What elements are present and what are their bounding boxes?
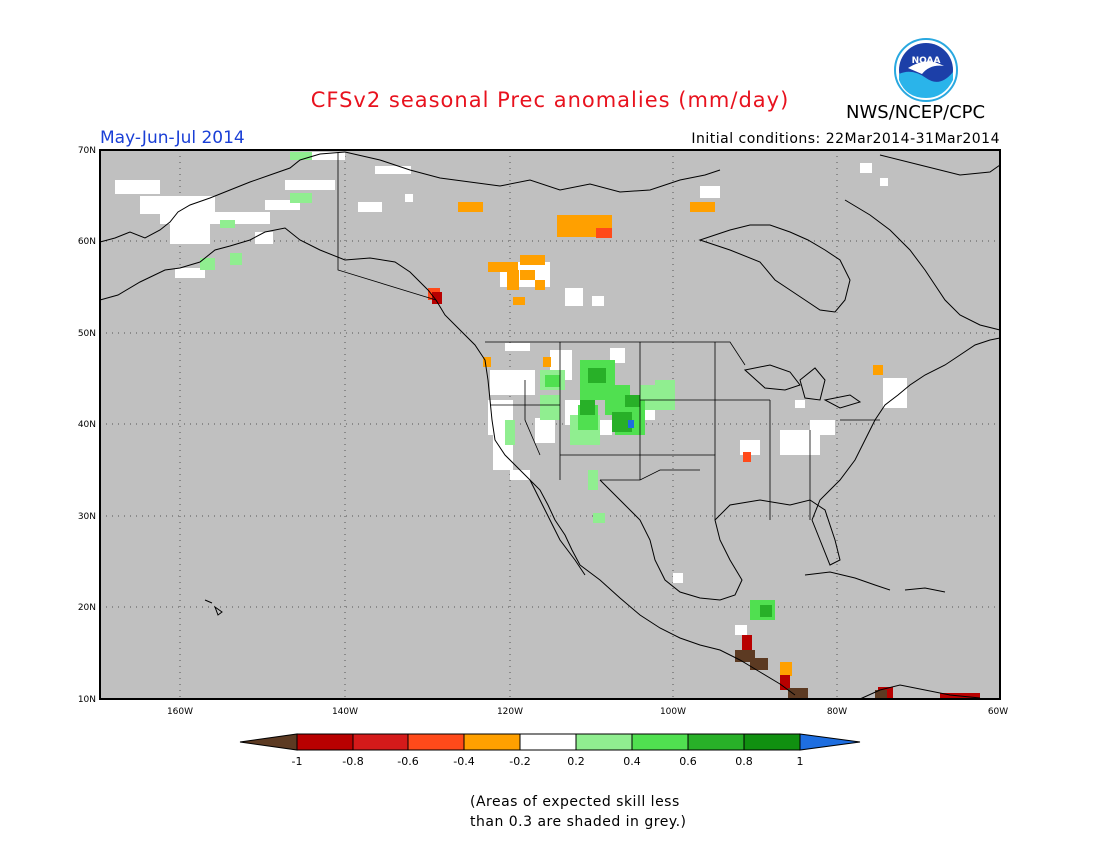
lat-label-20n: 20N <box>78 603 96 613</box>
colorbar-tick: -1 <box>292 755 303 768</box>
colorbar-tick: -0.4 <box>453 755 474 768</box>
brown-anomaly-cells <box>735 650 887 699</box>
lon-label-140w: 140W <box>332 707 358 717</box>
green-anomaly-cells <box>545 360 775 620</box>
colorbar-bin <box>687 733 745 751</box>
near-zero-anomaly-cells <box>115 152 907 635</box>
colorbar-bin <box>463 733 521 751</box>
red-orange-anomaly-cells <box>428 228 751 462</box>
colorbar-tick: 0.6 <box>679 755 697 768</box>
lon-label-100w: 100W <box>660 707 686 717</box>
map-frame <box>99 149 1001 700</box>
latitude-labels: 10N 20N 30N 40N 50N 60N 70N <box>78 146 96 705</box>
footnote-line: (Areas of expected skill less <box>470 794 680 810</box>
lat-label-50n: 50N <box>78 329 96 339</box>
initial-conditions: Initial conditions: 22Mar2014-31Mar2014 <box>691 131 1000 147</box>
forecast-period: May-Jun-Jul 2014 <box>100 128 245 148</box>
colorbar-tick: 1 <box>797 755 804 768</box>
lat-label-70n: 70N <box>78 146 96 156</box>
longitude-labels: 160W 140W 120W 100W 80W 60W <box>167 707 1008 717</box>
organization-label: NWS/NCEP/CPC <box>846 102 986 123</box>
lat-label-30n: 30N <box>78 512 96 522</box>
light-green-anomaly-cells <box>200 152 675 523</box>
colorbar-bin <box>352 733 409 751</box>
lon-label-120w: 120W <box>497 707 523 717</box>
colorbar-right-arrow <box>799 733 861 751</box>
lon-label-60w: 60W <box>988 707 1008 717</box>
lat-label-40n: 40N <box>78 420 96 430</box>
lat-label-60n: 60N <box>78 237 96 247</box>
noaa-logo: NOAA <box>894 38 958 102</box>
colorbar-bin <box>631 733 689 751</box>
map-background <box>100 150 1000 699</box>
orange-anomaly-cells <box>458 202 883 676</box>
colorbar-bin <box>519 733 577 751</box>
colorbar-tick: 0.2 <box>567 755 585 768</box>
lon-label-160w: 160W <box>167 707 193 717</box>
political-boundaries <box>337 152 880 520</box>
blue-anomaly-cell <box>628 420 634 428</box>
colorbar-tick: -0.2 <box>509 755 530 768</box>
colorbar-tick: -0.6 <box>397 755 418 768</box>
colorbar-bin <box>296 733 354 751</box>
lat-label-10n: 10N <box>78 695 96 705</box>
colorbar-ticks: -1 -0.8 -0.6 -0.4 -0.2 0.2 0.4 0.6 0.8 1 <box>292 755 804 768</box>
colorbar-bin <box>743 733 801 751</box>
colorbar-tick: 0.4 <box>623 755 641 768</box>
colorbar <box>239 733 861 751</box>
dark-green-anomaly-cells <box>580 368 772 617</box>
skill-footnote: (Areas of expected skill less than 0.3 a… <box>470 792 730 832</box>
svg-text:NOAA: NOAA <box>912 56 941 66</box>
colorbar-bin <box>575 733 633 751</box>
coastlines <box>99 151 1001 700</box>
colorbar-tick: -0.8 <box>342 755 363 768</box>
colorbar-tick: 0.8 <box>735 755 753 768</box>
footnote-line: than 0.3 are shaded in grey.) <box>470 814 687 830</box>
dark-red-anomaly-cells <box>432 292 980 699</box>
colorbar-left-arrow <box>239 733 298 751</box>
colorbar-bin <box>407 733 465 751</box>
lon-label-80w: 80W <box>827 707 847 717</box>
map-title: CFSv2 seasonal Prec anomalies (mm/day) <box>310 88 790 112</box>
graticule <box>100 150 1000 699</box>
